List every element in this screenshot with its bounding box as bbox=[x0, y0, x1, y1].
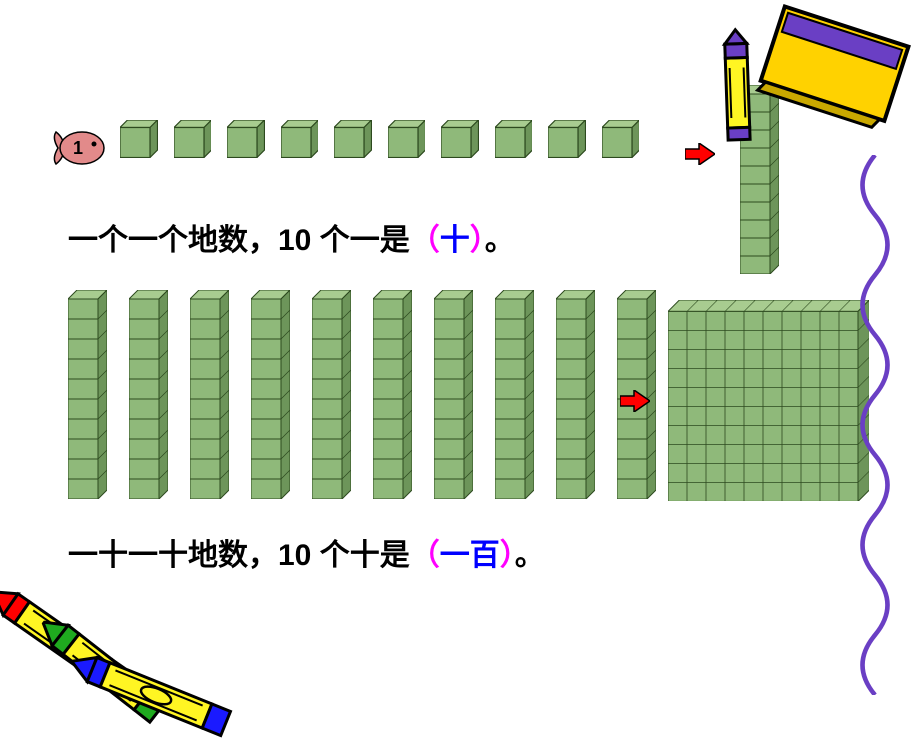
ten-column bbox=[495, 290, 534, 499]
answer-hundred: 一百 bbox=[440, 539, 500, 572]
unit-cube bbox=[548, 120, 586, 158]
ten-column bbox=[373, 290, 412, 499]
answer-ten: 十 bbox=[440, 224, 470, 257]
paren-open: （ bbox=[410, 539, 440, 572]
text: 个十是 bbox=[311, 539, 409, 572]
text: 一十一十地数， bbox=[68, 539, 278, 572]
paren-close: ） bbox=[500, 539, 515, 572]
hundred-square bbox=[668, 300, 869, 501]
ten-column bbox=[251, 290, 290, 499]
crayon-blue-icon bbox=[62, 646, 235, 748]
ten-column bbox=[190, 290, 229, 499]
ten-column bbox=[129, 290, 168, 499]
ten-column bbox=[556, 290, 595, 499]
tens-columns-row bbox=[68, 290, 656, 499]
text: 。 bbox=[485, 224, 515, 257]
statement-tens: 一十一十地数，10 个十是（一百）。 bbox=[68, 530, 545, 574]
ten-column bbox=[434, 290, 473, 499]
unit-cube bbox=[174, 120, 212, 158]
unit-cube bbox=[441, 120, 479, 158]
unit-cube bbox=[388, 120, 426, 158]
text: 一个一个地数， bbox=[68, 224, 278, 257]
paren-open: （ bbox=[410, 224, 440, 257]
unit-cube bbox=[227, 120, 265, 158]
text: 10 bbox=[278, 539, 311, 572]
crayon-box-icon bbox=[720, 0, 920, 150]
statement-ones: 一个一个地数，10 个一是（十）。 bbox=[68, 215, 515, 259]
unit-cube bbox=[120, 120, 158, 158]
squiggle-line bbox=[845, 155, 905, 695]
arrow-ones-to-ten bbox=[685, 143, 715, 165]
arrow-tens-to-hundred bbox=[620, 390, 650, 412]
fish-label: 1 bbox=[73, 138, 83, 158]
ten-column bbox=[312, 290, 351, 499]
paren-close: ） bbox=[470, 224, 485, 257]
unit-cube bbox=[334, 120, 372, 158]
ten-column bbox=[68, 290, 107, 499]
fish-marker: 1 bbox=[50, 128, 106, 168]
text: 。 bbox=[515, 539, 545, 572]
text: 10 bbox=[278, 224, 311, 257]
unit-cube bbox=[495, 120, 533, 158]
unit-cube bbox=[602, 120, 640, 158]
unit-cube bbox=[281, 120, 319, 158]
ones-cubes-row bbox=[120, 120, 639, 158]
text: 个一是 bbox=[311, 224, 409, 257]
